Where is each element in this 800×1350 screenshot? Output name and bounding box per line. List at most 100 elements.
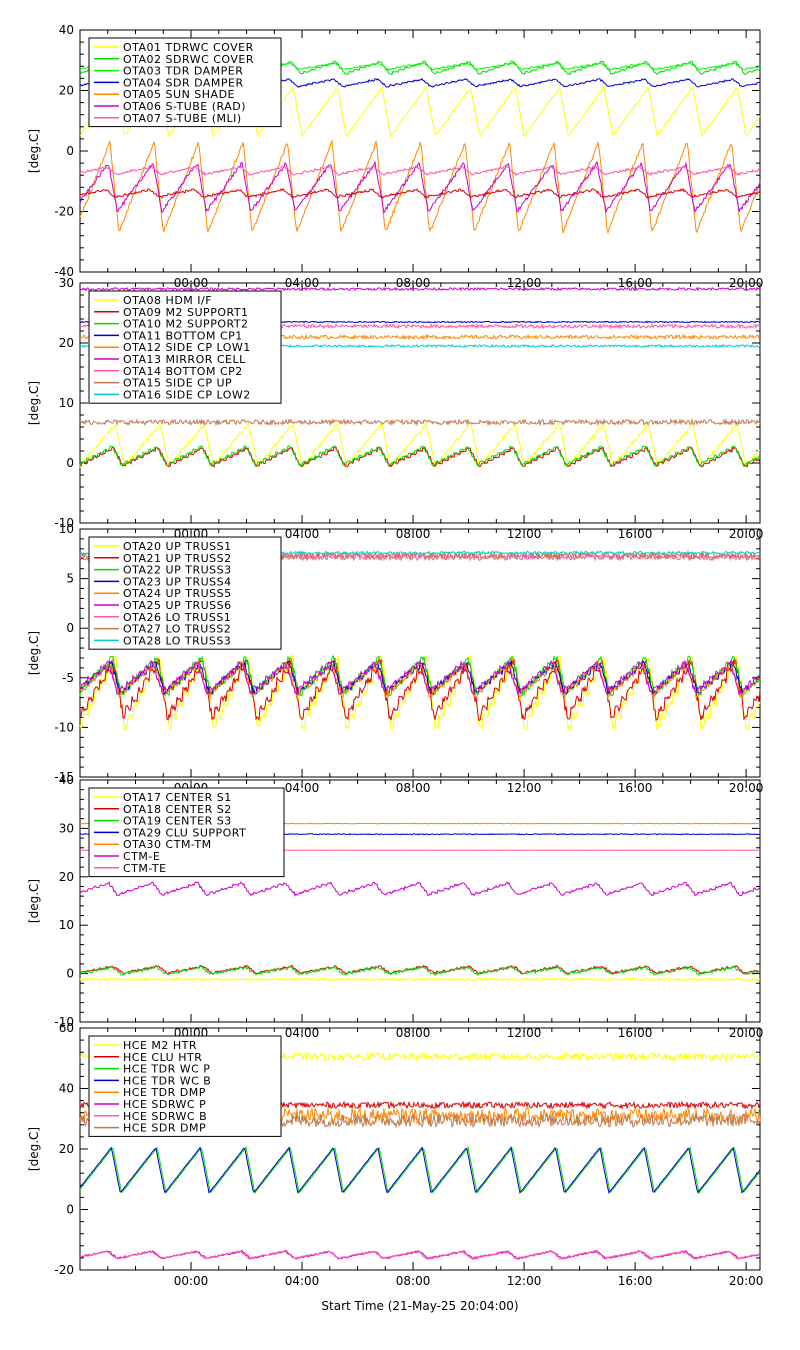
y-tick-label: 60 <box>59 1021 74 1035</box>
plot-frame <box>79 779 761 1023</box>
series-line-6 <box>79 881 761 897</box>
plot-frame <box>79 528 761 778</box>
y-tick-label: 0 <box>66 456 74 470</box>
chart-panel-5: -20 0 20 40 60 00:00 04:00 08:00 12:00 16:00 20:00… <box>27 1021 763 1313</box>
series-line-6 <box>79 659 761 697</box>
series-line-1 <box>79 421 761 469</box>
y-tick-label: -20 <box>54 205 74 219</box>
legend-box <box>88 1035 282 1137</box>
y-tick-label: 10 <box>59 522 74 536</box>
series-line-6 <box>79 161 761 214</box>
series-line-7 <box>79 165 761 177</box>
legend-label: OTA26 LO TRUSS1 <box>123 611 231 624</box>
legend-label: HCE M2 HTR <box>123 1039 197 1052</box>
x-tick-label: 00:00 <box>174 1274 209 1288</box>
legend-label: OTA13 MIRROR CELL <box>123 353 246 366</box>
x-axis-title: Start Time (21-May-25 20:04:00) <box>321 1299 518 1313</box>
y-tick-label: 20 <box>59 336 74 350</box>
legend-label: HCE SDR DMP <box>123 1122 206 1135</box>
y-tick-label: 40 <box>59 773 74 787</box>
y-tick-label: -10 <box>54 720 74 734</box>
legend-label: OTA30 CTM-TM <box>123 838 212 851</box>
legend-label: OTA29 CLU SUPPORT <box>123 826 246 839</box>
series-line-8 <box>79 417 761 427</box>
y-tick-label: -20 <box>54 1263 74 1277</box>
legend-label: OTA12 SIDE CP LOW1 <box>123 341 251 354</box>
legend-label: OTA22 UP TRUSS3 <box>123 564 232 577</box>
series-line-8 <box>79 187 761 199</box>
y-tick-label: 40 <box>59 23 74 37</box>
y-tick-label: -10 <box>54 1015 74 1029</box>
series-line-7 <box>79 1249 761 1260</box>
y-tick-label: 20 <box>59 1142 74 1156</box>
legend-box <box>88 290 282 404</box>
y-tick-label: 40 <box>59 1082 74 1096</box>
legend-label: HCE CLU HTR <box>123 1051 202 1064</box>
legend-label: OTA05 SUN SHADE <box>123 88 235 101</box>
legend-label: OTA11 BOTTOM CP1 <box>123 329 243 342</box>
legend-label: HCE TDR WC P <box>123 1063 210 1076</box>
legend-label: OTA10 M2 SUPPORT2 <box>123 318 249 331</box>
y-tick-label: 30 <box>59 821 74 835</box>
series-line-5 <box>79 139 761 235</box>
y-tick-label: 30 <box>59 276 74 290</box>
legend-label: OTA04 SDR DAMPER <box>123 76 244 89</box>
x-tick-label: 16:00 <box>618 1274 653 1288</box>
legend-label: OTA23 UP TRUSS4 <box>123 575 232 588</box>
y-axis-title: [deg.C] <box>27 1127 41 1171</box>
legend-label: OTA27 LO TRUSS2 <box>123 623 231 636</box>
legend-label: OTA28 LO TRUSS3 <box>123 634 231 647</box>
legend-label: OTA18 CENTER S2 <box>123 803 232 816</box>
legend-label: OTA09 M2 SUPPORT1 <box>123 306 249 319</box>
y-tick-label: 10 <box>59 918 74 932</box>
y-tick-label: 0 <box>66 144 74 158</box>
legend-label: OTA20 UP TRUSS1 <box>123 540 232 553</box>
x-tick-label: 12:00 <box>507 1274 542 1288</box>
x-tick-label: 08:00 <box>396 1274 431 1288</box>
y-tick-label: -10 <box>54 516 74 530</box>
y-tick-label: 0 <box>66 1203 74 1217</box>
y-tick-label: 20 <box>59 870 74 884</box>
legend-label: OTA03 TDR DAMPER <box>123 65 243 78</box>
series-line-1 <box>79 654 761 732</box>
y-tick-label: 5 <box>66 572 74 586</box>
legend-label: OTA21 UP TRUSS2 <box>123 552 232 565</box>
legend-box <box>88 37 282 128</box>
legend-box <box>88 536 282 650</box>
x-tick-label: 04:00 <box>285 1274 320 1288</box>
legend-label: OTA14 BOTTOM CP2 <box>123 365 243 378</box>
legend-label: OTA19 CENTER S3 <box>123 815 232 828</box>
series-line-1 <box>79 977 761 982</box>
y-tick-label: -15 <box>54 770 74 784</box>
legend-label: OTA08 HDM I/F <box>123 294 212 307</box>
x-tick-label: 20:00 <box>729 1274 764 1288</box>
y-tick-label: 0 <box>66 621 74 635</box>
y-axis-title: [deg.C] <box>27 129 41 173</box>
legend-label: OTA16 SIDE CP LOW2 <box>123 388 251 401</box>
y-tick-label: 20 <box>59 84 74 98</box>
legend-label: OTA02 SDRWC COVER <box>123 53 254 66</box>
legend-label: OTA24 UP TRUSS5 <box>123 587 232 600</box>
y-tick-label: 0 <box>66 967 74 981</box>
chart-panel-3: -15-10-5051000:0004:0008:0012:0016:0020:… <box>27 522 763 795</box>
legend-label: OTA25 UP TRUSS6 <box>123 599 232 612</box>
legend-label: OTA06 S-TUBE (RAD) <box>123 100 246 113</box>
y-axis-title: [deg.C] <box>27 631 41 675</box>
legend-box <box>88 787 285 878</box>
y-tick-label: -40 <box>54 265 74 279</box>
series-line-4 <box>79 1145 761 1195</box>
legend-label: OTA15 SIDE CP UP <box>123 377 232 390</box>
legend-label: CTM-E <box>123 850 160 863</box>
legend-label: OTA01 TDRWC COVER <box>123 41 254 54</box>
legend-label: OTA17 CENTER S1 <box>123 791 232 804</box>
y-tick-label: -5 <box>62 671 74 685</box>
legend-label: CTM-TE <box>123 862 167 875</box>
series-line-3 <box>79 964 761 977</box>
series-line-5 <box>79 660 761 700</box>
y-axis-title: [deg.C] <box>27 381 41 425</box>
series-line-3 <box>79 1146 761 1195</box>
